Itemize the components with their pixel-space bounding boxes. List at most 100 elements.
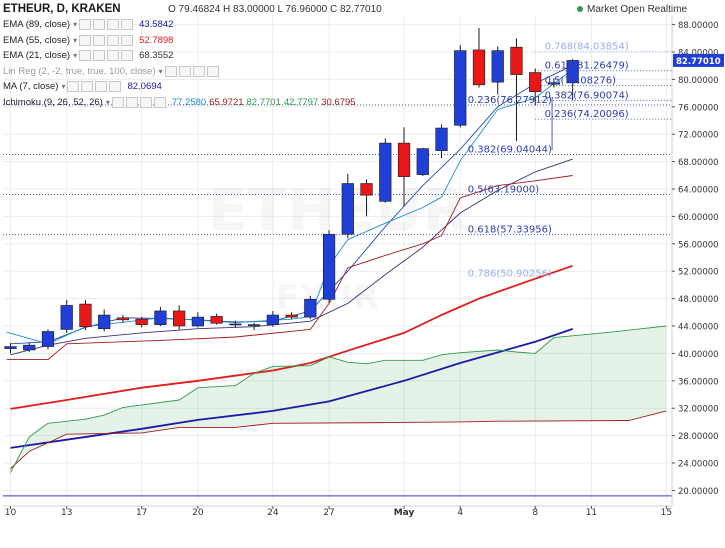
collapse-chevron-icon[interactable]: ▾ (105, 97, 110, 107)
hide-icon[interactable] (178, 65, 191, 77)
fib-level-label: 0.5(79.08276) (545, 76, 617, 87)
settings-icon[interactable] (111, 96, 124, 108)
candles (4, 28, 579, 354)
indicator-label: MA (7, close) (3, 81, 59, 93)
indicator-row[interactable]: EMA (55, close) ▾ 52.7898 (3, 34, 174, 46)
candle-up (41, 331, 55, 347)
add-icon[interactable] (139, 96, 152, 108)
candle-down (510, 46, 523, 75)
x-tick-label: 8 (532, 508, 538, 518)
hide-icon[interactable] (93, 34, 106, 46)
close-icon[interactable] (121, 19, 134, 30)
candle-up (229, 323, 242, 326)
settings-icon[interactable] (79, 19, 92, 30)
candle-down (397, 142, 411, 177)
hide-icon[interactable] (125, 96, 138, 108)
close-icon[interactable] (109, 81, 122, 92)
indicator-row[interactable]: Ichimoku (9, 26, 52, 26) ▾ 77.2580 65.9721 8… (3, 96, 356, 108)
add-icon[interactable] (107, 34, 120, 46)
add-icon[interactable] (107, 50, 120, 61)
fib-level-label: 0.5(63.19000) (468, 185, 540, 196)
indicator-label: Ichimoku (9, 26, 52, 26) (3, 96, 103, 108)
candle-down (210, 316, 223, 324)
indicator-value: 42.7797 (283, 96, 319, 108)
fib-level-label: 0.382(69.04044) (468, 144, 552, 155)
hide-icon[interactable] (81, 81, 94, 92)
indicator-row[interactable]: Lin Reg (2, -2, true, true, 100, close) ▾ (3, 65, 219, 77)
indicator-row[interactable]: EMA (89, close) ▾ 43.5842 (3, 19, 173, 30)
candle-up (547, 82, 561, 85)
add-icon[interactable] (107, 19, 120, 30)
indicator-label: Lin Reg (2, -2, true, true, 100, close) (3, 65, 156, 77)
candle-down (135, 318, 148, 325)
close-icon[interactable] (121, 50, 134, 61)
indicator-row[interactable]: MA (7, close) ▾ 82.0694 (3, 81, 162, 92)
line-senkou-a (10, 325, 667, 473)
indicator-row[interactable]: EMA (21, close) ▾ 68.3552 (3, 50, 173, 61)
fib-level-label: 0.236(76.27912) (468, 95, 552, 106)
x-tick-label: 27 (323, 508, 334, 518)
collapse-chevron-icon[interactable]: ▾ (158, 66, 163, 76)
candle-up (248, 324, 261, 326)
candle-up (491, 50, 504, 83)
indicator-label: EMA (89, close) (3, 19, 71, 31)
collapse-chevron-icon[interactable]: ▾ (73, 20, 78, 30)
y-tick-label: 36.00000 (678, 377, 719, 387)
settings-icon[interactable] (79, 34, 92, 46)
x-tick-label: 13 (61, 508, 72, 518)
candle-down (79, 303, 92, 327)
status-dot-icon (577, 6, 583, 12)
y-tick-label: 80.00000 (678, 76, 719, 86)
collapse-chevron-icon[interactable]: ▾ (73, 35, 78, 45)
close-icon[interactable] (153, 96, 166, 108)
candle-down (529, 72, 542, 93)
candle-up (98, 314, 111, 330)
last-price-label: 82.77010 (676, 57, 721, 67)
y-tick-label: 44.00000 (678, 323, 719, 333)
y-tick-label: 60.00000 (678, 213, 719, 223)
add-icon[interactable] (95, 81, 108, 92)
add-icon[interactable] (192, 65, 205, 77)
indicator-value: 65.9721 (209, 96, 244, 108)
y-tick-label: 84.00000 (678, 48, 719, 58)
x-tick-label: 10 (5, 508, 17, 518)
y-tick-label: 52.00000 (678, 268, 719, 278)
line-ema-21-close (10, 158, 573, 356)
indicator-label: EMA (55, close) (3, 34, 71, 46)
candle-up (341, 183, 354, 235)
fib-level-label: 0.786(50.90256) (468, 269, 552, 280)
settings-icon[interactable] (79, 50, 92, 61)
indicator-value: 82.7701 (246, 96, 281, 108)
candle-up (435, 127, 448, 151)
y-tick-label: 76.00000 (678, 103, 719, 113)
x-tick-label: 20 (192, 508, 204, 518)
settings-icon[interactable] (164, 65, 177, 77)
candle-up (454, 50, 467, 126)
collapse-chevron-icon[interactable]: ▾ (61, 82, 66, 92)
x-tick-label: 11 (586, 508, 597, 518)
ohlc-readout: O 79.46824 H 83.00000 L 76.96000 C 82.77… (168, 4, 382, 15)
fib-level-label: 0.382(76.90074) (545, 91, 629, 102)
indicator-value: 52.7898 (139, 34, 174, 46)
y-tick-label: 48.00000 (678, 295, 719, 305)
collapse-chevron-icon[interactable]: ▾ (73, 51, 78, 61)
chart-header: ETHEUR, D, KRAKEN O 79.46824 H 83.00000 … (0, 0, 725, 18)
last-price-tag (673, 53, 724, 67)
y-tick-label: 24.00000 (678, 460, 719, 470)
indicator-value: 68.3552 (139, 50, 174, 62)
y-tick-label: 68.00000 (678, 158, 719, 168)
hide-icon[interactable] (93, 19, 106, 30)
candle-down (285, 314, 298, 318)
candle-up (566, 60, 579, 84)
close-icon[interactable] (206, 65, 219, 77)
watermark: ETHEURFXUR (208, 176, 467, 318)
close-icon[interactable] (121, 34, 134, 46)
settings-icon[interactable] (67, 81, 80, 92)
symbol-title[interactable]: ETHEUR, D, KRAKEN (3, 3, 121, 15)
watermark-symbol: ETHEUR (208, 176, 467, 244)
candle-up (23, 344, 36, 351)
hide-icon[interactable] (93, 50, 106, 61)
indicator-value: 43.5842 (139, 19, 174, 31)
